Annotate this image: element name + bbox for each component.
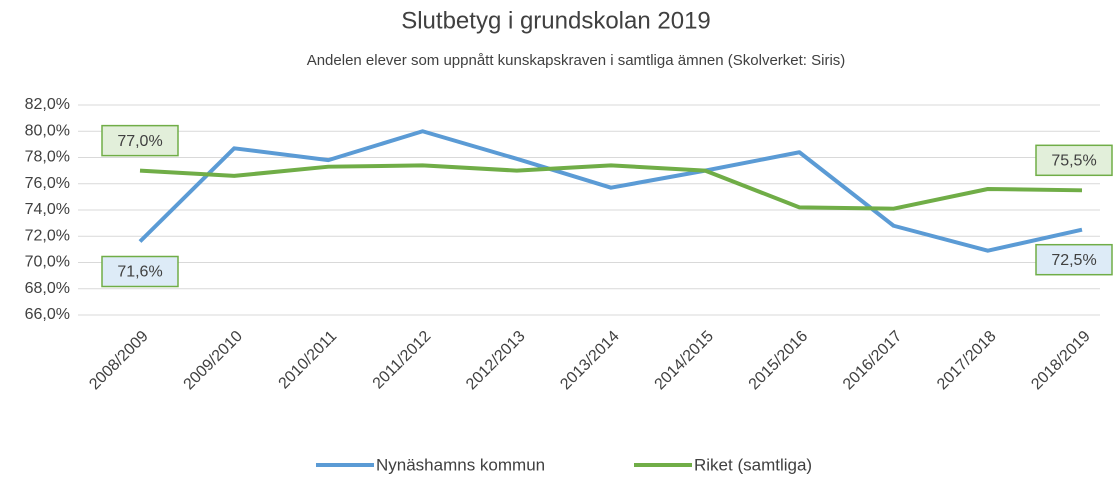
data-label: 72,5%	[1051, 252, 1096, 269]
x-tick-label: 2014/2015	[652, 328, 718, 394]
y-tick-label: 70,0%	[25, 254, 70, 271]
x-tick-label: 2017/2018	[934, 328, 1000, 394]
series-line	[138, 129, 1083, 253]
data-label-box	[101, 124, 179, 157]
x-tick-label: 2016/2017	[840, 328, 906, 394]
x-tick-label: 2011/2012	[370, 328, 435, 393]
y-tick-label: 68,0%	[25, 280, 70, 297]
x-tick-label: 2012/2013	[463, 328, 529, 394]
y-tick-label: 80,0%	[25, 122, 70, 139]
y-tick-label: 66,0%	[25, 306, 70, 323]
legend-label: Nynäshamns kommun	[376, 455, 545, 474]
x-tick-label: 2013/2014	[557, 328, 623, 394]
y-tick-label: 76,0%	[25, 175, 70, 192]
y-tick-label: 82,0%	[25, 96, 70, 113]
data-label-box	[101, 255, 179, 288]
data-label-box	[1035, 243, 1113, 276]
y-tick-label: 72,0%	[25, 227, 70, 244]
x-tick-label: 2008/2009	[86, 328, 152, 394]
data-label: 77,0%	[117, 133, 162, 150]
chart-subtitle: Andelen elever som uppnått kunskapskrave…	[307, 52, 846, 69]
data-label: 75,5%	[1051, 153, 1096, 170]
data-label: 71,6%	[117, 264, 162, 281]
chart-title: Slutbetyg i grundskolan 2019	[401, 7, 711, 34]
y-tick-label: 74,0%	[25, 201, 70, 218]
x-tick-label: 2010/2011	[276, 328, 341, 393]
series-line	[139, 163, 1083, 211]
y-tick-label: 78,0%	[25, 149, 70, 166]
x-tick-label: 2009/2010	[181, 328, 247, 394]
x-tick-label: 2018/2019	[1028, 328, 1094, 394]
x-tick-label: 2015/2016	[746, 328, 812, 394]
legend-label: Riket (samtliga)	[694, 455, 812, 474]
data-label-box	[1035, 144, 1113, 177]
